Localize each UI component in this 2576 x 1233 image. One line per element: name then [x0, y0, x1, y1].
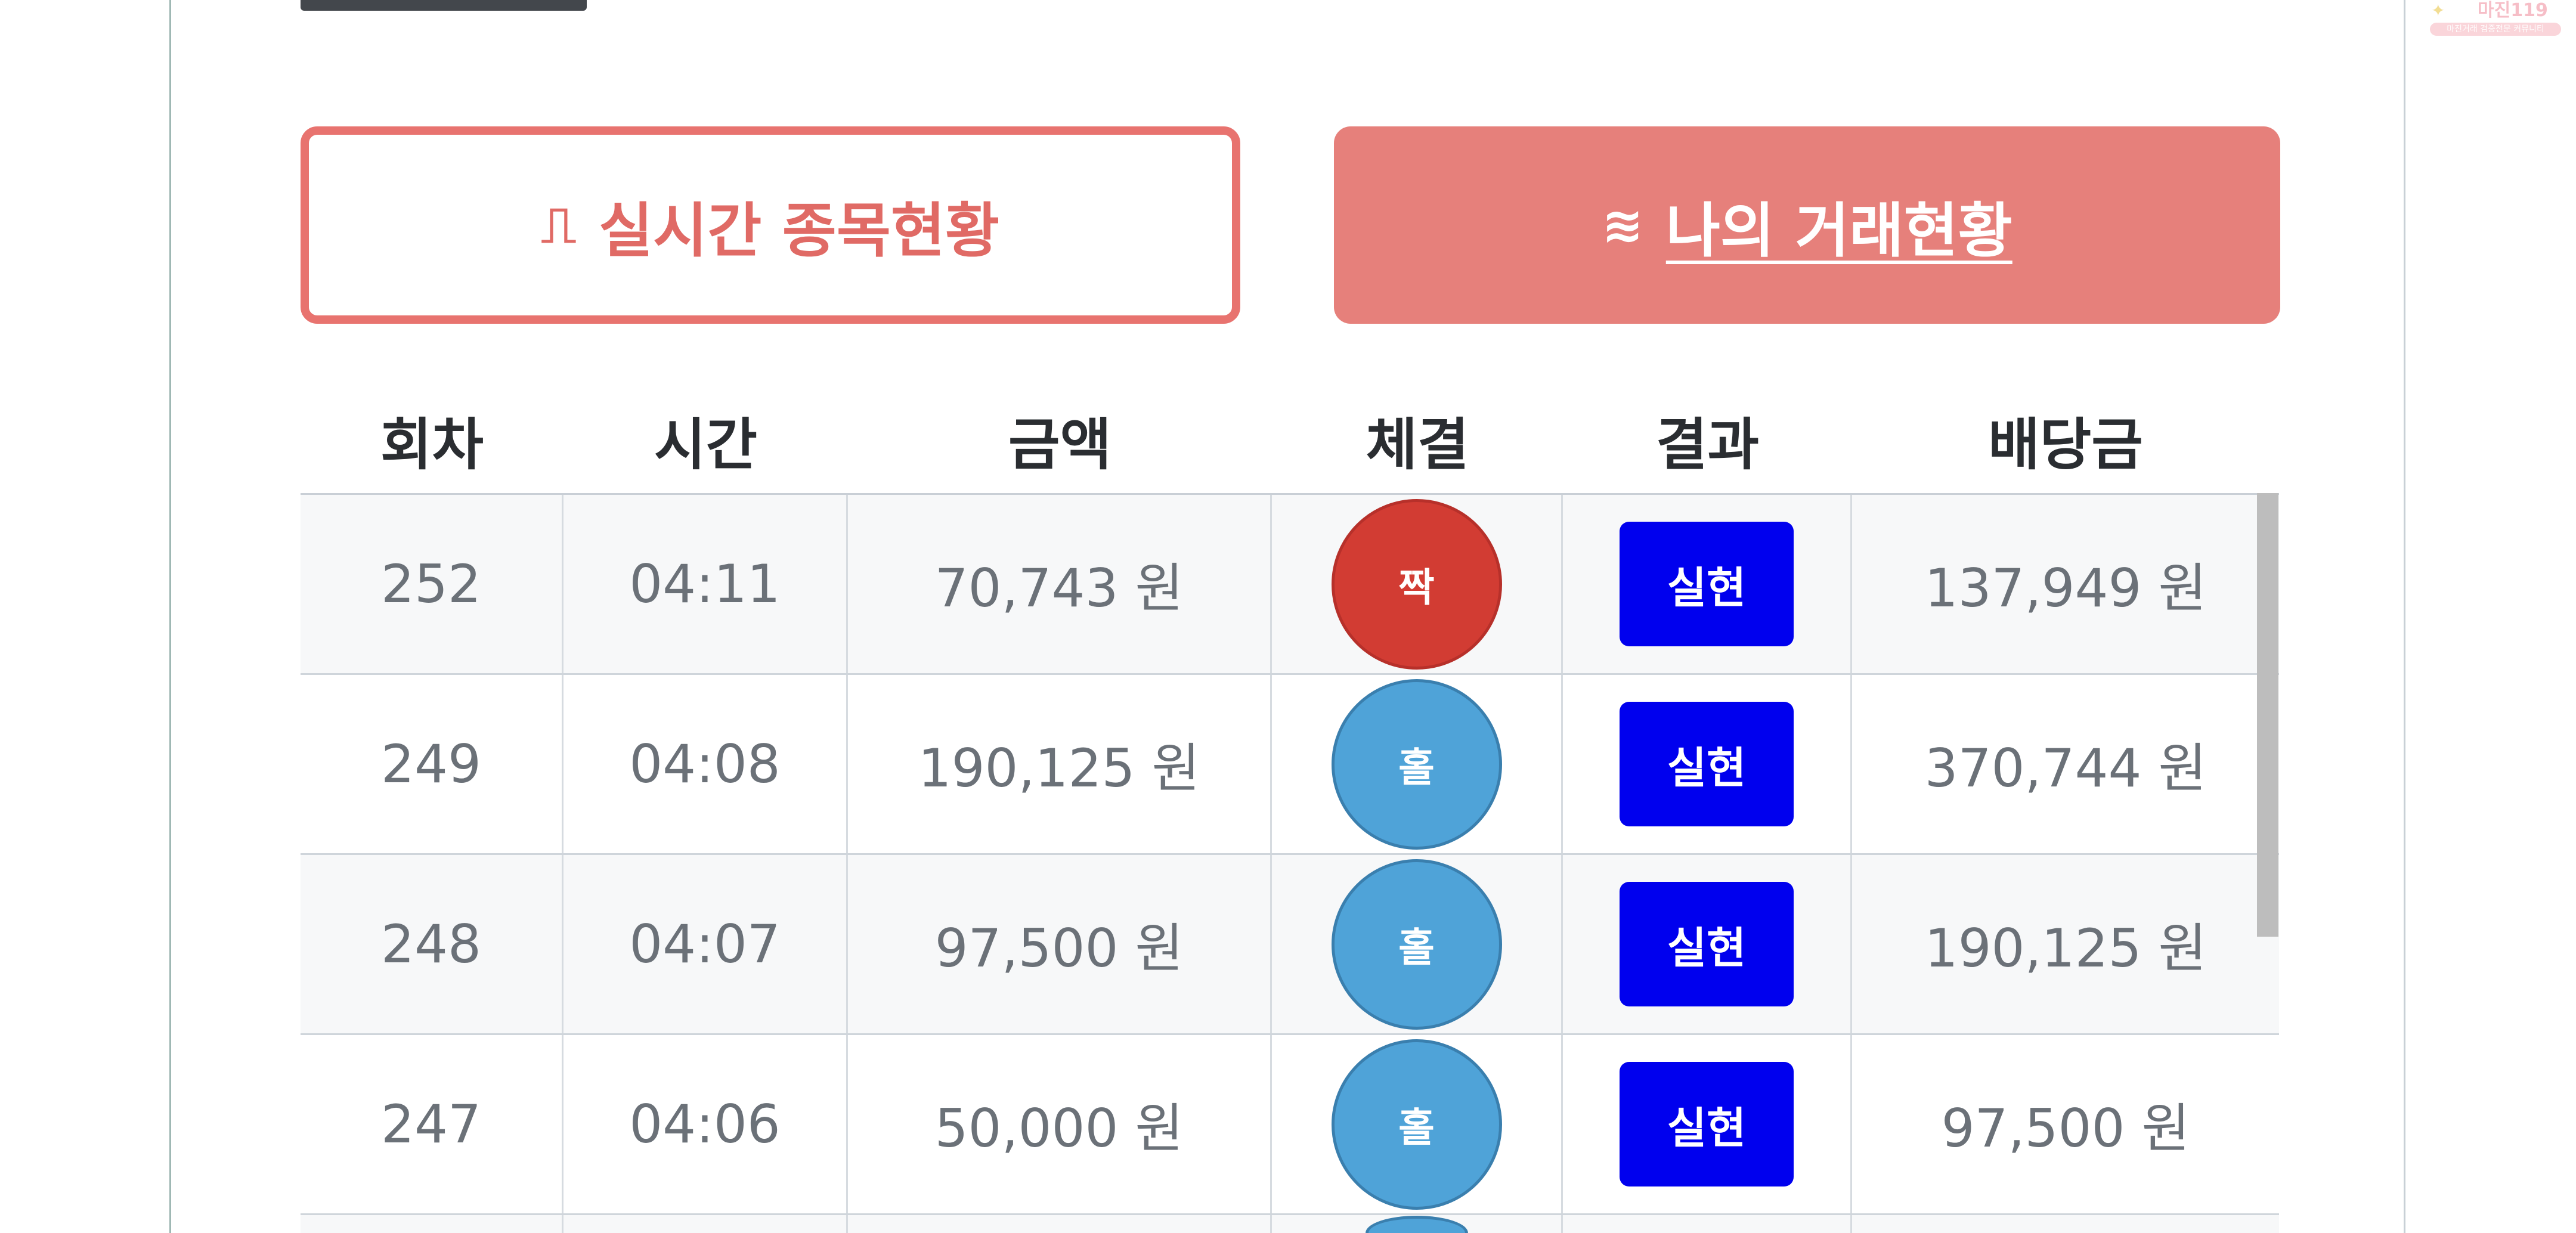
cell-amount: 50,000 원	[848, 1035, 1272, 1213]
cell-round	[301, 1215, 564, 1233]
header-time: 시간	[654, 413, 757, 478]
section-heading-cropped	[301, 0, 587, 11]
cell-time: 04:11	[564, 495, 848, 673]
cell-result: 실현	[1563, 495, 1852, 673]
cell-round: 248	[301, 855, 564, 1033]
result-badge: 실현	[1620, 882, 1794, 1006]
watermark-tagline: 마진거래 검증전문 커뮤니티	[2430, 23, 2561, 36]
header-payout: 배당금	[1988, 413, 2143, 478]
header-result: 결과	[1656, 413, 1759, 478]
watermark-logo: ✦ 마진119 마진거래 검증전문 커뮤니티	[2428, 0, 2572, 39]
scrollbar[interactable]	[2257, 493, 2278, 937]
pick-ball: 홀	[1331, 679, 1502, 850]
cell-payout: 137,949 원	[1924, 557, 2207, 619]
cell-payout: 190,125 원	[1924, 918, 2207, 979]
pulse-icon: ⎍	[541, 196, 577, 254]
table-header: 회차 시간 금액 체결 결과 배당금	[301, 394, 2279, 486]
cell-result: 실현	[1563, 855, 1852, 1033]
trade-table-body[interactable]: 252 04:11 70,743 원 짝 실현 137,949 원 249 04…	[301, 493, 2279, 1233]
cell-amount	[848, 1215, 1272, 1233]
cell-payout	[1852, 1215, 2279, 1233]
pick-ball: 홀	[1331, 1039, 1502, 1210]
tab-label: 나의 거래현황	[1665, 196, 2012, 265]
pick-ball	[1365, 1216, 1468, 1233]
header-pick: 체결	[1366, 413, 1469, 478]
watermark-brand: 마진119	[2478, 0, 2548, 21]
cell-amount: 190,125 원	[848, 675, 1272, 853]
cell-time: 04:08	[564, 675, 848, 853]
waves-icon: ≋	[1602, 196, 1643, 254]
cell-amount: 97,500 원	[848, 855, 1272, 1033]
pick-ball: 짝	[1331, 498, 1502, 670]
cell-payout: 97,500 원	[1941, 1098, 2190, 1159]
table-row: 249 04:08 190,125 원 홀 실현 370,744 원	[301, 675, 2279, 855]
cell-time: 04:07	[564, 855, 848, 1033]
cell-time: 04:06	[564, 1035, 848, 1213]
table-row: 247 04:06 50,000 원 홀 실현 97,500 원	[301, 1035, 2279, 1215]
pick-ball: 홀	[1331, 859, 1502, 1030]
tab-my-trades[interactable]: ≋ 나의 거래현황	[1334, 126, 2280, 324]
cell-pick: 홀	[1272, 855, 1563, 1033]
result-badge: 실현	[1620, 1062, 1794, 1186]
cell-result: 실현	[1563, 675, 1852, 853]
cell-pick: 홀	[1272, 675, 1563, 853]
cell-round: 249	[301, 675, 564, 853]
result-badge: 실현	[1620, 522, 1794, 646]
tab-label: 실시간 종목현황	[599, 196, 1000, 265]
cell-round: 247	[301, 1035, 564, 1213]
cell-amount: 70,743 원	[848, 495, 1272, 673]
cell-pick	[1272, 1215, 1563, 1233]
cell-result: 실현	[1563, 1035, 1852, 1213]
table-row: 248 04:07 97,500 원 홀 실현 190,125 원	[301, 855, 2279, 1035]
eagle-emblem-icon: ✦	[2431, 1, 2445, 20]
cell-round: 252	[301, 495, 564, 673]
header-round: 회차	[380, 413, 484, 478]
table-row-partial	[301, 1215, 2279, 1233]
header-amount: 금액	[1008, 413, 1111, 478]
result-badge: 실현	[1620, 702, 1794, 826]
cell-result	[1563, 1215, 1852, 1233]
cell-payout: 370,744 원	[1924, 738, 2207, 799]
table-row: 252 04:11 70,743 원 짝 실현 137,949 원	[301, 495, 2279, 675]
tab-live-status[interactable]: ⎍ 실시간 종목현황	[301, 126, 1240, 324]
cell-pick: 짝	[1272, 495, 1563, 673]
cell-pick: 홀	[1272, 1035, 1563, 1213]
cell-time	[564, 1215, 848, 1233]
